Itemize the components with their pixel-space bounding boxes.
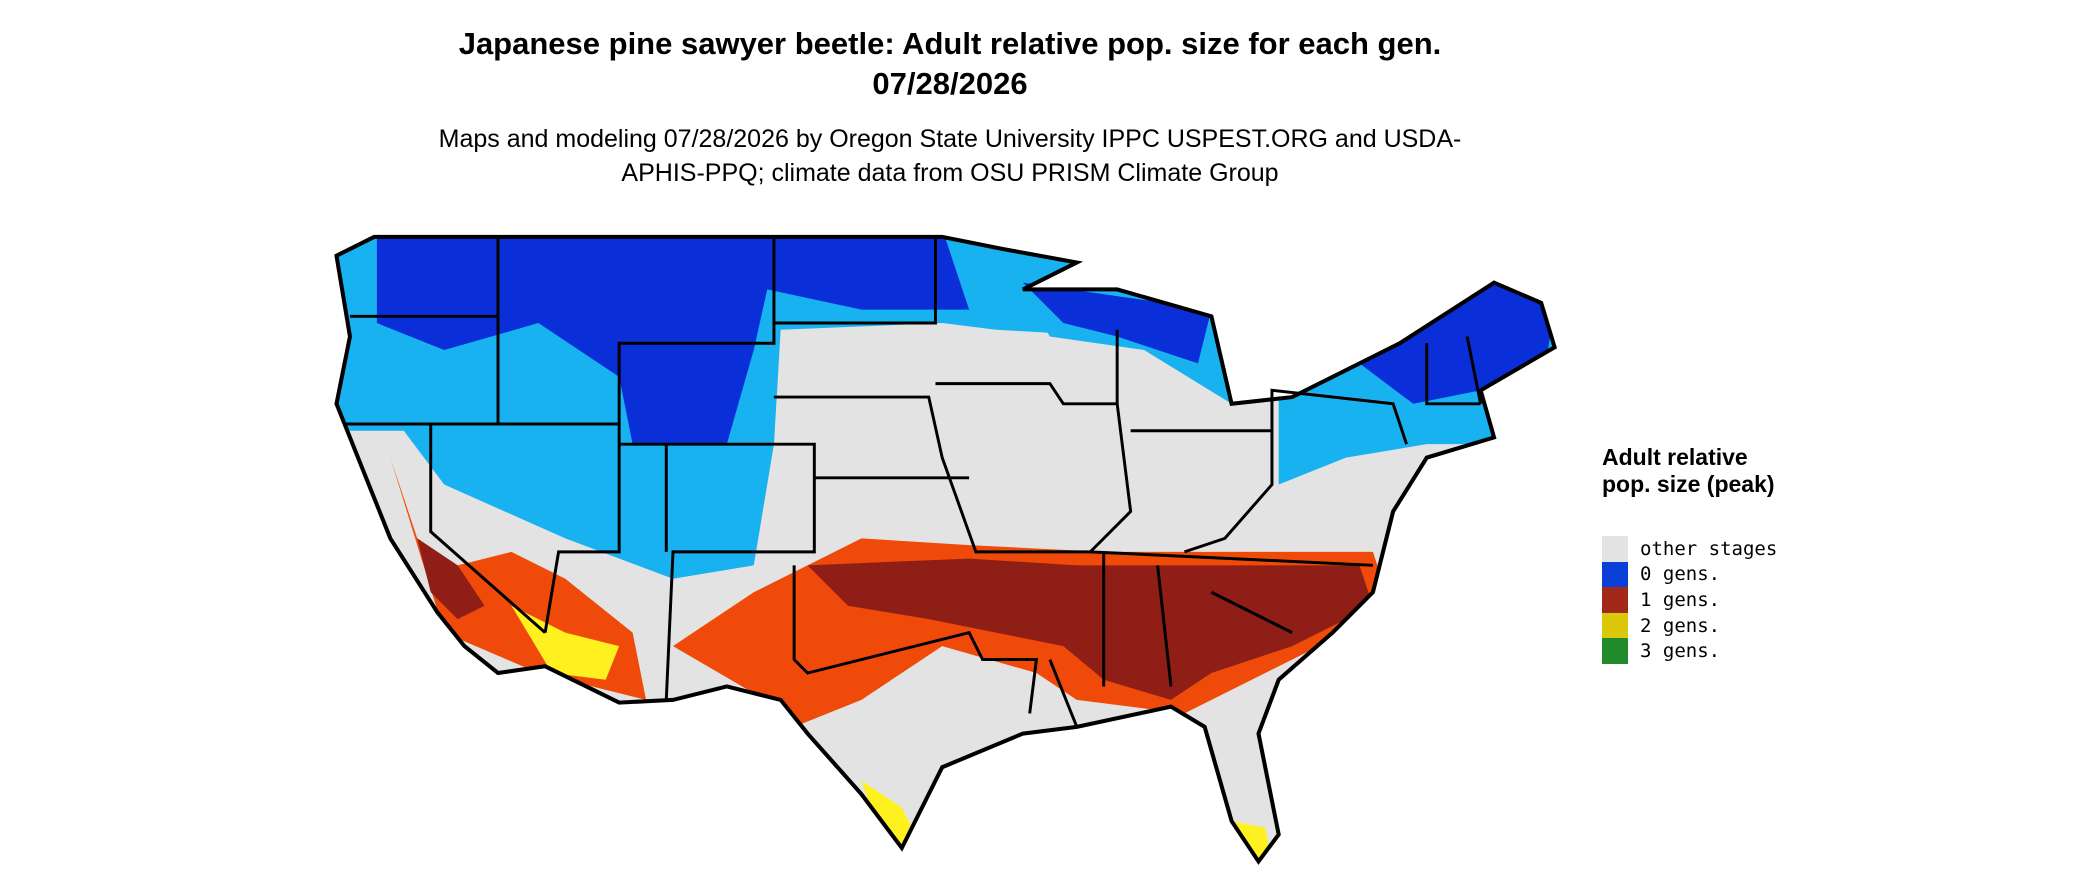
legend-label: other stages xyxy=(1640,537,1778,560)
legend-item: 1 gens. xyxy=(1602,587,1777,613)
legend-title: Adult relative pop. size (peak) xyxy=(1602,444,1775,497)
legend-label: 0 gens. xyxy=(1640,563,1721,586)
legend-label: 1 gens. xyxy=(1640,588,1721,611)
legend-swatch xyxy=(1602,536,1628,562)
map-title: Japanese pine sawyer beetle: Adult relat… xyxy=(458,26,1442,101)
map-subtitle: Maps and modeling 07/28/2026 by Oregon S… xyxy=(438,125,1462,187)
legend-item: other stages xyxy=(1602,536,1777,562)
legend-item: 2 gens. xyxy=(1602,612,1777,639)
legend: other stages 0 gens. 1 gens. 2 gens. 3 gens. xyxy=(1602,536,1777,664)
legend-swatch xyxy=(1602,638,1628,664)
legend-swatch xyxy=(1602,612,1628,639)
legend-item: 0 gens. xyxy=(1602,561,1777,588)
us-map xyxy=(323,229,1561,868)
legend-item: 3 gens. xyxy=(1602,638,1777,664)
legend-swatch xyxy=(1602,587,1628,613)
legend-label: 3 gens. xyxy=(1640,640,1721,663)
legend-swatch xyxy=(1602,561,1628,588)
legend-label: 2 gens. xyxy=(1640,614,1721,637)
